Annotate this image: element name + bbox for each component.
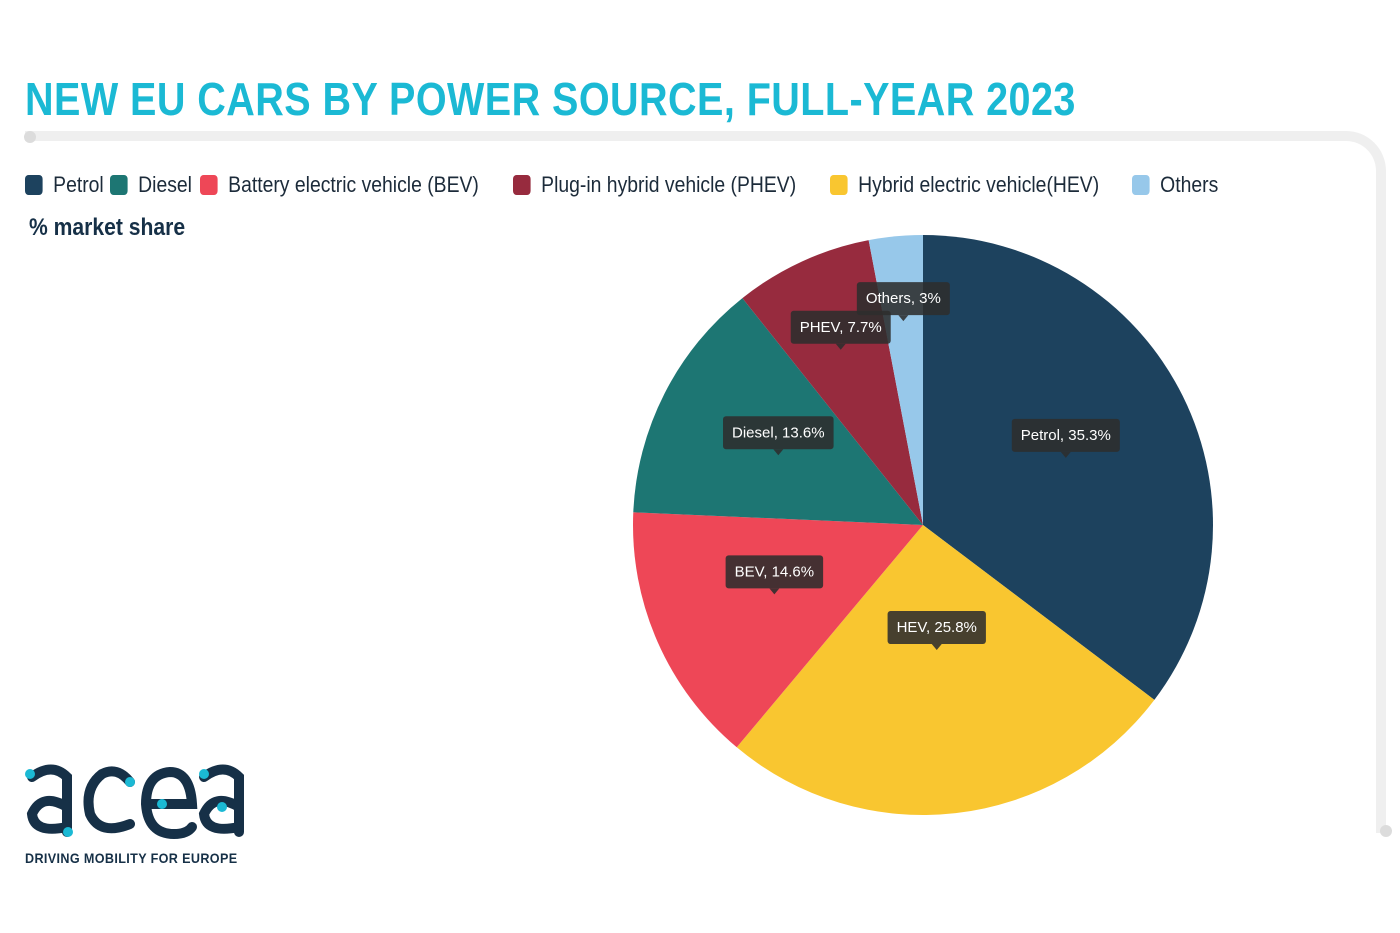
legend-label: Hybrid electric vehicle(HEV) — [858, 172, 1100, 197]
pie-slice-bev[interactable] — [633, 512, 923, 748]
data-label-text: Others, 3% — [866, 290, 941, 307]
data-label-box — [790, 310, 891, 344]
pie-slice-petrol[interactable] — [923, 235, 1213, 700]
legend-item-phev[interactable]: Plug-in hybrid vehicle (PHEV) — [512, 172, 796, 198]
chart-title: NEW EU CARS BY POWER SOURCE, FULL-YEAR 2… — [25, 73, 1076, 125]
legend-label: Diesel — [138, 172, 193, 197]
data-label-box — [1011, 418, 1120, 452]
legend-item-diesel[interactable]: Diesel — [110, 172, 192, 198]
legend-swatch — [830, 175, 848, 195]
data-label-text: PHEV, 7.7% — [800, 319, 882, 336]
data-label-pointer — [835, 343, 846, 350]
data-label-hev: HEV, 25.8% — [887, 611, 986, 651]
legend-label: Others — [1160, 172, 1219, 197]
legend-label: Plug-in hybrid vehicle (PHEV) — [540, 172, 796, 197]
data-label-bev: BEV, 14.6% — [725, 555, 824, 595]
frame-end-dot — [1380, 825, 1392, 837]
legend-label: Battery electric vehicle (BEV) — [227, 172, 479, 197]
acea-logo — [25, 764, 244, 840]
data-label-pointer — [931, 644, 942, 651]
legend-label: Petrol — [53, 172, 104, 197]
legend-item-others[interactable]: Others — [1132, 172, 1218, 198]
data-label-pointer — [1060, 451, 1071, 458]
chart-subtitle: % market share — [29, 214, 186, 241]
data-label-pointer — [769, 588, 780, 595]
data-label-text: Petrol, 35.3% — [1021, 427, 1111, 444]
chart-legend: Petrol Diesel Battery electric vehicle (… — [25, 172, 1226, 198]
legend-swatch — [25, 175, 43, 195]
legend-swatch — [512, 175, 531, 195]
data-label-pointer — [898, 315, 909, 322]
data-label-box — [723, 416, 834, 450]
data-label-diesel: Diesel, 13.6% — [723, 416, 834, 456]
data-label-phev: PHEV, 7.7% — [790, 310, 891, 350]
legend-swatch — [199, 175, 218, 195]
legend-item-hev[interactable]: Hybrid electric vehicle(HEV) — [830, 172, 1099, 198]
pie-slice-diesel[interactable] — [633, 298, 923, 525]
legend-item-petrol[interactable]: Petrol — [25, 172, 104, 198]
data-label-box — [725, 555, 824, 589]
data-label-others: Others, 3% — [856, 282, 950, 322]
legend-swatch — [110, 175, 129, 195]
data-label-pointer — [773, 449, 784, 456]
data-label-box — [856, 282, 950, 316]
data-label-text: BEV, 14.6% — [735, 563, 815, 580]
logo-tagline: DRIVING MOBILITY FOR EUROPE — [25, 850, 238, 866]
legend-swatch — [1132, 175, 1150, 195]
pie-slice-hev[interactable] — [736, 525, 1155, 815]
chart-frame — [25, 131, 1386, 833]
legend-item-bev[interactable]: Battery electric vehicle (BEV) — [199, 172, 479, 198]
data-label-box — [887, 611, 986, 645]
data-label-text: Diesel, 13.6% — [732, 424, 825, 441]
frame-start-dot — [24, 131, 36, 143]
data-label-text: HEV, 25.8% — [897, 619, 977, 636]
data-label-petrol: Petrol, 35.3% — [1011, 418, 1120, 458]
